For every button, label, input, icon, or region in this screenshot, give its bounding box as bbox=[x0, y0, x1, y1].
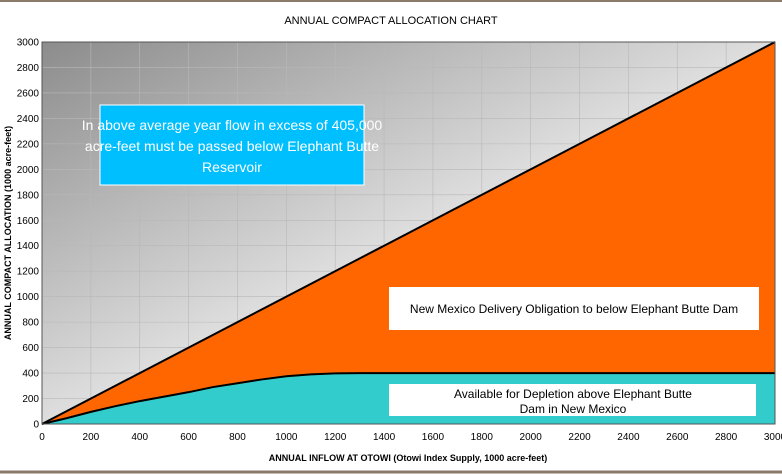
x-tick-label: 2200 bbox=[568, 432, 591, 443]
callout-passed-below-box bbox=[99, 104, 365, 186]
y-tick-label: 3000 bbox=[17, 38, 40, 49]
y-tick-labels: 0 200 400 600 800 1000 1200 1400 1600 1800 2000 220… bbox=[17, 38, 40, 431]
x-tick-label: 2000 bbox=[520, 432, 543, 443]
plot-border bbox=[41, 41, 776, 425]
callout-passed-below-line-1: In above average year flow in excess of … bbox=[82, 117, 383, 133]
delivery-label: New Mexico Delivery Obligation to below … bbox=[410, 302, 738, 316]
x-tick-label: 400 bbox=[131, 432, 148, 443]
y-tick-label: 2400 bbox=[17, 114, 40, 125]
depletion-label-line-2: Dam in New Mexico bbox=[520, 402, 627, 416]
x-tick-label: 600 bbox=[180, 432, 197, 443]
x-tick-label: 1200 bbox=[324, 432, 347, 443]
depletion-label-line-1: Available for Depletion above Elephant B… bbox=[454, 387, 692, 401]
y-tick-label: 1200 bbox=[17, 267, 40, 278]
x-axis-title: ANNUAL INFLOW AT OTOWI (Otowi Index Supp… bbox=[269, 453, 548, 463]
callout-passed-below-line-2: acre-feet must be passed below Elephant … bbox=[85, 138, 379, 154]
x-tick-label: 200 bbox=[83, 432, 100, 443]
y-tick-label: 1400 bbox=[17, 241, 40, 252]
x-tick-label: 2400 bbox=[617, 432, 640, 443]
depletion-area-line bbox=[41, 372, 775, 425]
y-tick-label: 2200 bbox=[17, 139, 40, 150]
depletion-label-box bbox=[389, 384, 756, 416]
y-tick-label: 1600 bbox=[17, 216, 40, 227]
y-axis-title: ANNUAL COMPACT ALLOCATION (1000 acre-fee… bbox=[3, 126, 13, 340]
x-tick-label: 2800 bbox=[715, 432, 738, 443]
delivery-label-box bbox=[389, 287, 759, 330]
x-tick-label: 3000 bbox=[764, 432, 782, 443]
delivery-area-line bbox=[41, 41, 776, 425]
x-tick-label: 0 bbox=[39, 432, 45, 443]
x-tick-label: 1400 bbox=[373, 432, 396, 443]
y-tick-label: 0 bbox=[33, 420, 39, 431]
y-tick-label: 200 bbox=[22, 394, 39, 405]
y-tick-label: 600 bbox=[22, 343, 39, 354]
x-tick-labels: 0 200 400 600 800 1000 1200 1400 1600 1800 2000 220… bbox=[39, 432, 782, 443]
y-tick-label: 2800 bbox=[17, 63, 40, 74]
x-tick-label: 1600 bbox=[422, 432, 445, 443]
callout-passed-below-line-3: Reservoir bbox=[202, 159, 262, 175]
y-tick-label: 1800 bbox=[17, 190, 40, 201]
y-tick-label: 800 bbox=[22, 318, 39, 329]
x-tick-label: 1000 bbox=[275, 432, 298, 443]
x-tick-label: 800 bbox=[229, 432, 246, 443]
y-tick-label: 400 bbox=[22, 369, 39, 380]
y-tick-label: 1000 bbox=[17, 292, 40, 303]
chart-title: ANNUAL COMPACT ALLOCATION CHART bbox=[284, 15, 498, 27]
x-tick-label: 1800 bbox=[471, 432, 494, 443]
y-tick-label: 2000 bbox=[17, 165, 40, 176]
x-tick-label: 2600 bbox=[666, 432, 689, 443]
y-tick-label: 2600 bbox=[17, 88, 40, 99]
